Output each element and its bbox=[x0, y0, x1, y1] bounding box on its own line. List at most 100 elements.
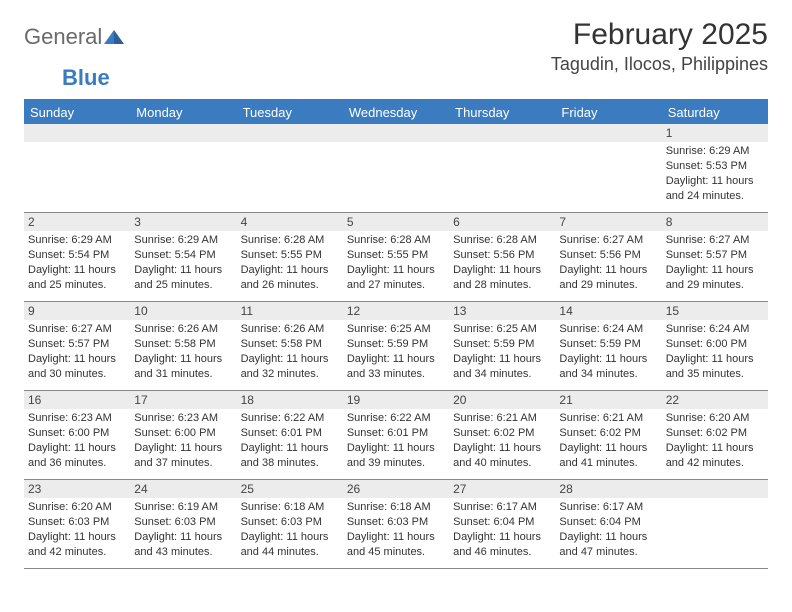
day-cell: 5Sunrise: 6:28 AMSunset: 5:55 PMDaylight… bbox=[343, 213, 449, 301]
day-body: Sunrise: 6:27 AMSunset: 5:57 PMDaylight:… bbox=[24, 322, 130, 385]
daylight-text: Daylight: 11 hours and 25 minutes. bbox=[28, 263, 126, 293]
brand-triangle-icon bbox=[104, 24, 124, 50]
day-number bbox=[24, 124, 130, 142]
sunrise-text: Sunrise: 6:28 AM bbox=[241, 233, 339, 248]
daylight-text: Daylight: 11 hours and 47 minutes. bbox=[559, 530, 657, 560]
title-block: February 2025 Tagudin, Ilocos, Philippin… bbox=[551, 18, 768, 75]
day-number bbox=[662, 480, 768, 498]
day-cell: 28Sunrise: 6:17 AMSunset: 6:04 PMDayligh… bbox=[555, 480, 661, 568]
daylight-text: Daylight: 11 hours and 26 minutes. bbox=[241, 263, 339, 293]
day-number: 26 bbox=[343, 480, 449, 498]
day-body: Sunrise: 6:25 AMSunset: 5:59 PMDaylight:… bbox=[449, 322, 555, 385]
day-cell: 17 Sunrise: 6:23 AMSunset: 6:00 PMDayligh… bbox=[130, 391, 236, 479]
sunrise-text: Sunrise: 6:26 AM bbox=[134, 322, 232, 337]
day-cell: 26Sunrise: 6:18 AMSunset: 6:03 PMDayligh… bbox=[343, 480, 449, 568]
day-number: 24 bbox=[130, 480, 236, 498]
day-cell: 10Sunrise: 6:26 AMSunset: 5:58 PMDayligh… bbox=[130, 302, 236, 390]
day-body: Sunrise: 6:20 AMSunset: 6:02 PMDaylight:… bbox=[662, 411, 768, 474]
day-number: 9 bbox=[24, 302, 130, 320]
daylight-text: Daylight: 11 hours and 36 minutes. bbox=[28, 441, 126, 471]
day-body: Sunrise: 6:27 AMSunset: 5:57 PMDaylight:… bbox=[662, 233, 768, 296]
day-number: 15 bbox=[662, 302, 768, 320]
sunrise-text: Sunrise: 6:24 AM bbox=[666, 322, 764, 337]
sunset-text: Sunset: 5:59 PM bbox=[347, 337, 445, 352]
sunset-text: Sunset: 5:58 PM bbox=[134, 337, 232, 352]
week-row: 2Sunrise: 6:29 AMSunset: 5:54 PMDaylight… bbox=[24, 213, 768, 302]
weekday-header: Saturday bbox=[662, 101, 768, 124]
day-number bbox=[555, 124, 661, 142]
sunrise-text: Sunrise: 6:25 AM bbox=[347, 322, 445, 337]
day-number: 16 bbox=[24, 391, 130, 409]
day-number: 25 bbox=[237, 480, 343, 498]
day-number: 17 bbox=[130, 391, 236, 409]
sunset-text: Sunset: 5:59 PM bbox=[453, 337, 551, 352]
day-cell bbox=[555, 124, 661, 212]
day-cell: 3Sunrise: 6:29 AMSunset: 5:54 PMDaylight… bbox=[130, 213, 236, 301]
sunset-text: Sunset: 6:03 PM bbox=[134, 515, 232, 530]
day-body: Sunrise: 6:18 AMSunset: 6:03 PMDaylight:… bbox=[237, 500, 343, 563]
day-body: Sunrise: 6:19 AMSunset: 6:03 PMDaylight:… bbox=[130, 500, 236, 563]
daylight-text: Daylight: 11 hours and 35 minutes. bbox=[666, 352, 764, 382]
day-body: Sunrise: 6:29 AMSunset: 5:54 PMDaylight:… bbox=[24, 233, 130, 296]
daylight-text: Daylight: 11 hours and 27 minutes. bbox=[347, 263, 445, 293]
day-cell: 23Sunrise: 6:20 AMSunset: 6:03 PMDayligh… bbox=[24, 480, 130, 568]
daylight-text: Daylight: 11 hours and 29 minutes. bbox=[666, 263, 764, 293]
sunset-text: Sunset: 6:02 PM bbox=[559, 426, 657, 441]
sunset-text: Sunset: 6:02 PM bbox=[453, 426, 551, 441]
day-body: Sunrise: 6:17 AMSunset: 6:04 PMDaylight:… bbox=[449, 500, 555, 563]
day-body: Sunrise: 6:26 AMSunset: 5:58 PMDaylight:… bbox=[237, 322, 343, 385]
day-body: Sunrise: 6:23 AMSunset: 6:00 PMDaylight:… bbox=[130, 411, 236, 474]
sunset-text: Sunset: 5:57 PM bbox=[28, 337, 126, 352]
day-number: 27 bbox=[449, 480, 555, 498]
sunset-text: Sunset: 6:00 PM bbox=[666, 337, 764, 352]
day-cell bbox=[24, 124, 130, 212]
sunrise-text: Sunrise: 6:21 AM bbox=[559, 411, 657, 426]
brand-general: General bbox=[24, 24, 102, 50]
day-cell: 25 Sunrise: 6:18 AMSunset: 6:03 PMDayligh… bbox=[237, 480, 343, 568]
sunrise-text: Sunrise: 6:28 AM bbox=[347, 233, 445, 248]
brand-logo: General bbox=[24, 18, 124, 50]
calendar-grid: Sunday Monday Tuesday Wednesday Thursday… bbox=[24, 99, 768, 569]
sunset-text: Sunset: 5:57 PM bbox=[666, 248, 764, 263]
day-number: 20 bbox=[449, 391, 555, 409]
sunset-text: Sunset: 5:56 PM bbox=[559, 248, 657, 263]
day-number bbox=[237, 124, 343, 142]
day-number: 11 bbox=[237, 302, 343, 320]
calendar-page: General February 2025 Tagudin, Ilocos, P… bbox=[0, 0, 792, 569]
daylight-text: Daylight: 11 hours and 34 minutes. bbox=[453, 352, 551, 382]
day-body: Sunrise: 6:24 AMSunset: 6:00 PMDaylight:… bbox=[662, 322, 768, 385]
sunset-text: Sunset: 6:00 PM bbox=[134, 426, 232, 441]
sunset-text: Sunset: 5:54 PM bbox=[134, 248, 232, 263]
week-row: 9Sunrise: 6:27 AMSunset: 5:57 PMDaylight… bbox=[24, 302, 768, 391]
day-cell: 18Sunrise: 6:22 AMSunset: 6:01 PMDayligh… bbox=[237, 391, 343, 479]
sunset-text: Sunset: 5:54 PM bbox=[28, 248, 126, 263]
day-number: 7 bbox=[555, 213, 661, 231]
sunrise-text: Sunrise: 6:27 AM bbox=[666, 233, 764, 248]
day-cell: 7Sunrise: 6:27 AMSunset: 5:56 PMDaylight… bbox=[555, 213, 661, 301]
sunset-text: Sunset: 6:01 PM bbox=[347, 426, 445, 441]
sunrise-text: Sunrise: 6:26 AM bbox=[241, 322, 339, 337]
sunrise-text: Sunrise: 6:19 AM bbox=[134, 500, 232, 515]
day-cell: 16Sunrise: 6:23 AMSunset: 6:00 PMDayligh… bbox=[24, 391, 130, 479]
day-cell bbox=[237, 124, 343, 212]
day-body: Sunrise: 6:17 AMSunset: 6:04 PMDaylight:… bbox=[555, 500, 661, 563]
daylight-text: Daylight: 11 hours and 44 minutes. bbox=[241, 530, 339, 560]
sunset-text: Sunset: 5:59 PM bbox=[559, 337, 657, 352]
weekday-header: Monday bbox=[130, 101, 236, 124]
sunrise-text: Sunrise: 6:23 AM bbox=[134, 411, 232, 426]
day-number: 22 bbox=[662, 391, 768, 409]
weekday-header: Friday bbox=[555, 101, 661, 124]
day-body: Sunrise: 6:24 AMSunset: 5:59 PMDaylight:… bbox=[555, 322, 661, 385]
day-number bbox=[130, 124, 236, 142]
day-number: 5 bbox=[343, 213, 449, 231]
sunset-text: Sunset: 5:58 PM bbox=[241, 337, 339, 352]
day-body: Sunrise: 6:21 AMSunset: 6:02 PMDaylight:… bbox=[449, 411, 555, 474]
weekday-header-row: Sunday Monday Tuesday Wednesday Thursday… bbox=[24, 101, 768, 124]
sunset-text: Sunset: 5:53 PM bbox=[666, 159, 764, 174]
sunrise-text: Sunrise: 6:29 AM bbox=[134, 233, 232, 248]
sunset-text: Sunset: 6:03 PM bbox=[28, 515, 126, 530]
sunrise-text: Sunrise: 6:27 AM bbox=[28, 322, 126, 337]
day-body: Sunrise: 6:22 AMSunset: 6:01 PMDaylight:… bbox=[237, 411, 343, 474]
day-number: 10 bbox=[130, 302, 236, 320]
sunset-text: Sunset: 6:03 PM bbox=[241, 515, 339, 530]
